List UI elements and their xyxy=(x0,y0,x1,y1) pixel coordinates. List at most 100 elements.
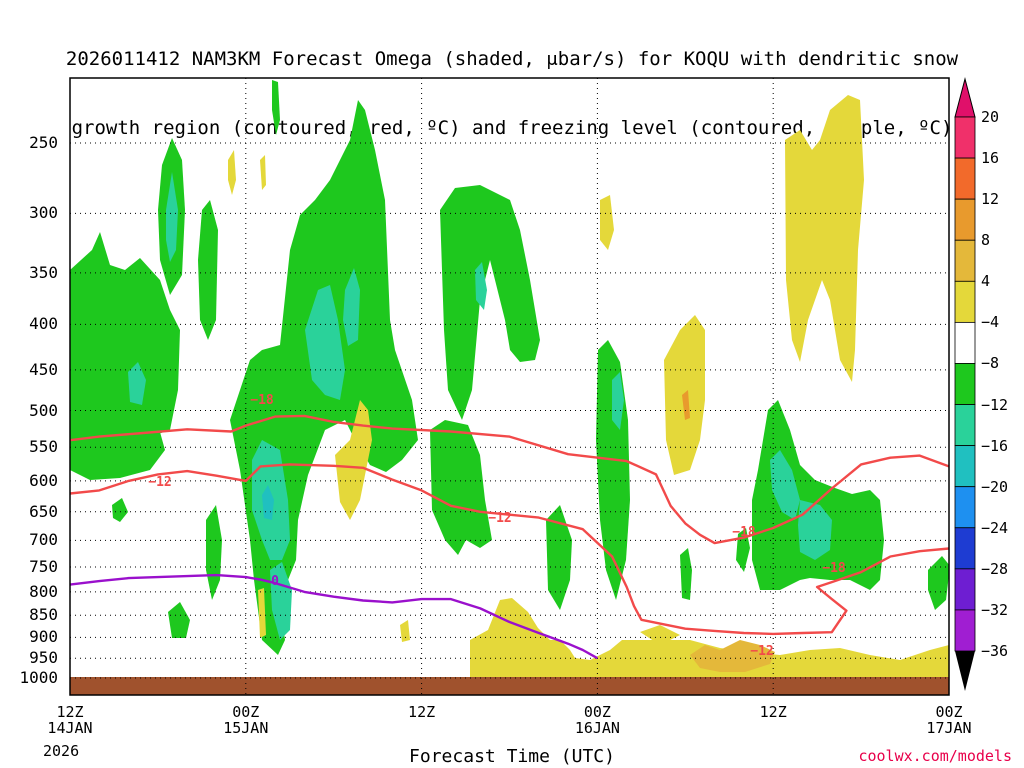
omega-region-teal-8 xyxy=(475,262,487,310)
y-tick-label: 950 xyxy=(29,648,58,668)
omega-region-green-upper-center xyxy=(440,185,540,420)
omega-region-yellow-small-b xyxy=(258,588,266,638)
omega-region-green-small-2 xyxy=(168,602,190,638)
colorbar-tick-label: 20 xyxy=(981,108,1000,126)
colorbar-arrow-top xyxy=(954,77,976,118)
omega-region-teal-9 xyxy=(128,362,146,405)
x-tick-time: 12Z xyxy=(759,703,787,721)
colorbar-swatch xyxy=(954,363,976,405)
colorbar-tick-label: 12 xyxy=(981,190,1000,209)
colorbar-tick-label: −4 xyxy=(981,313,1000,332)
y-tick-label: 350 xyxy=(29,262,58,282)
omega-region-yellow-upper-right xyxy=(785,95,864,382)
x-axis-year: 2026 xyxy=(43,742,80,760)
colorbar-swatch xyxy=(954,239,976,282)
colorbar-tick-label: −24 xyxy=(981,518,1009,537)
ground-surface xyxy=(70,677,949,695)
contour-freezing-level xyxy=(70,573,598,660)
omega-region-teal-3 xyxy=(343,268,360,346)
source-credit-link[interactable]: coolwx.com/models xyxy=(858,747,1012,765)
omega-region-teal-6 xyxy=(770,450,800,520)
x-tick-time: 12Z xyxy=(56,703,84,721)
omega-region-yellow-low xyxy=(470,598,949,680)
colorbar-swatch xyxy=(954,280,976,323)
x-tick-date: 14JAN xyxy=(47,719,93,737)
omega-region-yellow-col2 xyxy=(260,155,266,190)
contour-label: −18 xyxy=(822,561,846,576)
x-tick-time: 12Z xyxy=(408,703,436,721)
y-tick-label: 800 xyxy=(29,581,58,601)
colorbar-tick-label: −12 xyxy=(981,395,1009,414)
colorbar-swatch xyxy=(954,609,976,652)
colorbar-swatch xyxy=(954,527,976,570)
x-tick-label: 00Z 16JAN xyxy=(562,704,632,736)
x-tick-label: 00Z 17JAN xyxy=(914,704,984,736)
plot-frame xyxy=(69,77,950,696)
omega-region-green-left-lower xyxy=(70,432,165,480)
y-tick-label: 750 xyxy=(29,556,58,576)
omega-region-yellow-small-a xyxy=(400,620,410,642)
omega-shading xyxy=(70,80,949,680)
colorbar-swatch xyxy=(954,404,976,447)
omega-region-green-col3 xyxy=(546,505,572,610)
chart-title-line2: growth region (contoured, red, ºC) and f… xyxy=(71,117,953,139)
contour-label: −12 xyxy=(488,511,511,526)
omega-region-yellow-small-c xyxy=(600,195,614,250)
y-tick-label: 600 xyxy=(29,470,58,490)
x-tick-time: 00Z xyxy=(935,703,963,721)
x-tick-date: 17JAN xyxy=(926,719,972,737)
omega-region-teal-5 xyxy=(270,562,292,640)
omega-region-teal-1 xyxy=(166,172,178,262)
x-tick-label: 12Z 14JAN xyxy=(35,704,105,736)
colorbar-swatch xyxy=(954,321,976,364)
y-tick-label: 300 xyxy=(29,203,58,223)
y-tick-label: 500 xyxy=(29,400,58,420)
colorbar-swatch xyxy=(954,198,976,241)
chart-title-line1: 2026011412 NAM3KM Forecast Omega (shaded… xyxy=(65,48,959,70)
colorbar-tick-label: −32 xyxy=(981,600,1009,619)
colorbar-swatch xyxy=(954,445,976,488)
omega-region-teal-7 xyxy=(798,500,832,560)
colorbar-swatch xyxy=(954,157,976,200)
omega-region-green-top xyxy=(272,80,280,135)
colorbar-arrow-bottom xyxy=(955,651,975,691)
x-tick-label: 00Z 15JAN xyxy=(211,704,281,736)
x-tick-time: 00Z xyxy=(583,703,611,721)
y-tick-label: 1000 xyxy=(19,668,58,687)
contour-dendritic-upper xyxy=(70,414,949,545)
x-axis-label: Forecast Time (UTC) xyxy=(409,746,615,767)
y-tick-label: 550 xyxy=(29,437,58,457)
omega-region-teal-10 xyxy=(612,372,624,430)
colorbar-swatch xyxy=(954,486,976,529)
omega-region-cyan-1 xyxy=(262,485,274,520)
omega-region-yellow-low2 xyxy=(640,625,680,645)
colorbar-swatch xyxy=(954,568,976,611)
contour-lines xyxy=(70,414,949,660)
colorbar-tick-label: 16 xyxy=(981,149,1000,168)
omega-region-green-col2 xyxy=(198,200,218,340)
y-tick-label: 400 xyxy=(29,314,58,334)
contour-dendritic-lower xyxy=(70,463,949,636)
y-tick-label: 900 xyxy=(29,627,58,647)
contour-label: 0 xyxy=(271,574,279,589)
y-tick-label: 250 xyxy=(29,133,58,152)
omega-region-green-left xyxy=(70,232,180,440)
colorbar-tick-label: 8 xyxy=(981,231,991,250)
y-tick-label: 850 xyxy=(29,605,58,625)
x-tick-time: 00Z xyxy=(232,703,260,721)
omega-region-orange-2 xyxy=(682,390,690,420)
omega-region-green-small-right xyxy=(928,556,949,610)
omega-region-green-mid xyxy=(430,420,492,555)
y-tick-label: 700 xyxy=(29,530,58,550)
contour-label: −12 xyxy=(750,644,773,659)
omega-region-green-small-1 xyxy=(112,498,128,522)
y-tick-label: 450 xyxy=(29,359,58,379)
omega-region-orange-1 xyxy=(690,640,775,672)
contour-label: −18 xyxy=(250,393,274,408)
omega-region-yellow-small-center xyxy=(335,400,372,520)
omega-region-green-right xyxy=(752,400,884,590)
colorbar-swatch xyxy=(954,116,976,159)
y-tick-label: 650 xyxy=(29,501,58,521)
x-tick-label: 12Z xyxy=(387,704,457,720)
